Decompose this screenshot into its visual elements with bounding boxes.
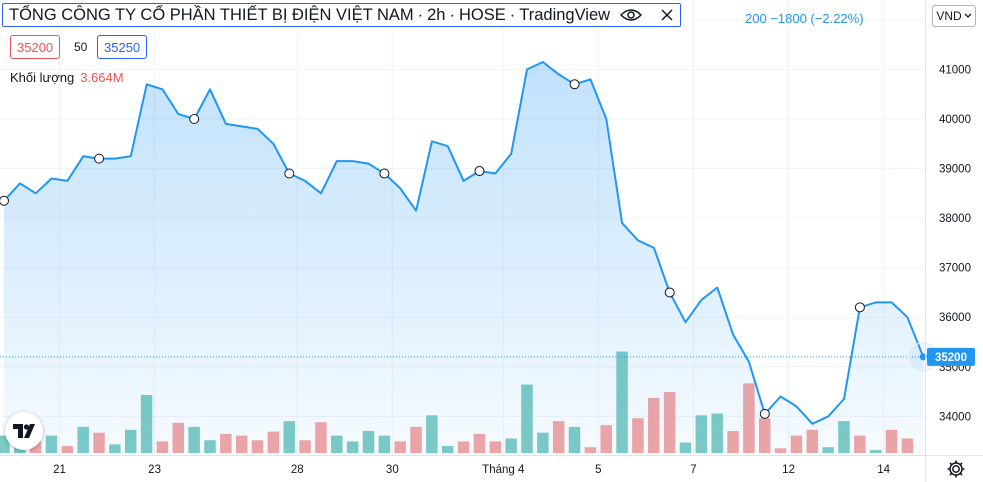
time-tick-label: 21 xyxy=(53,464,66,476)
price-tick-label: 34000 xyxy=(939,411,971,423)
point-marker xyxy=(379,168,390,179)
time-axis[interactable]: 21 23 28 30 Tháng 4 5 7 12 14 xyxy=(53,464,891,476)
currency-label: VND xyxy=(936,9,962,23)
legend-separator: · xyxy=(417,5,424,24)
price-area xyxy=(0,61,925,455)
last-price-text: 35200 xyxy=(935,352,967,364)
price-change: 200 −1800 (−2.22%) xyxy=(745,11,864,26)
eye-icon[interactable] xyxy=(620,7,643,23)
exchange-label: HOSE xyxy=(458,5,506,24)
point-marker xyxy=(189,113,200,124)
time-tick-label: Tháng 4 xyxy=(482,464,525,476)
point-marker xyxy=(569,79,580,90)
tradingview-logo[interactable] xyxy=(5,412,43,450)
interval-label: 2h xyxy=(427,5,446,24)
time-tick-label: 7 xyxy=(690,464,696,476)
legend-separator: · xyxy=(449,5,455,24)
legend-separator: · xyxy=(509,5,516,24)
point-marker xyxy=(854,302,865,313)
bid-price-button[interactable]: 35200 xyxy=(10,35,61,59)
gear-icon[interactable] xyxy=(946,459,966,479)
chevron-down-icon xyxy=(964,13,972,18)
time-tick-label: 5 xyxy=(595,464,601,476)
volume-value: 3.664M xyxy=(80,70,124,85)
price-area-fill xyxy=(4,62,924,455)
time-tick-label: 30 xyxy=(386,464,399,476)
volume-legend: Khối lượng 3.664M xyxy=(10,70,124,85)
symbol-legend[interactable]: TỔNG CÔNG TY CỔ PHẦN THIẾT BỊ ĐIỆN VIỆT … xyxy=(2,3,682,27)
price-tick-label: 39000 xyxy=(939,164,971,176)
price-tick-label: 38000 xyxy=(939,213,971,225)
tradingview-logo-icon xyxy=(13,424,35,438)
ask-price-button[interactable]: 35250 xyxy=(97,35,148,59)
currency-select[interactable]: VND xyxy=(932,5,976,27)
last-price-badge xyxy=(927,347,975,366)
close-icon[interactable] xyxy=(660,8,674,22)
volume-label: Khối lượng xyxy=(10,70,75,85)
source-label: TradingView xyxy=(519,5,611,24)
point-marker xyxy=(759,408,770,419)
point-marker xyxy=(284,168,295,179)
price-tick-label: 40000 xyxy=(939,114,971,126)
time-tick-label: 28 xyxy=(291,464,304,476)
last-price-label: 35200 xyxy=(927,347,975,366)
company-name: TỔNG CÔNG TY CỔ PHẦN THIẾT BỊ ĐIỆN VIỆT … xyxy=(9,5,414,24)
point-marker xyxy=(0,195,9,206)
price-line xyxy=(3,61,925,425)
spread-value: 50 xyxy=(74,40,88,54)
time-tick-label: 14 xyxy=(877,464,890,476)
price-tick-label: 36000 xyxy=(939,312,971,324)
price-tick-label: 41000 xyxy=(939,64,971,76)
point-marker xyxy=(94,153,105,164)
time-tick-label: 23 xyxy=(148,464,161,476)
time-tick-label: 12 xyxy=(782,464,795,476)
point-marker xyxy=(474,166,485,177)
point-marker xyxy=(664,287,675,298)
price-tick-label: 37000 xyxy=(939,263,971,275)
